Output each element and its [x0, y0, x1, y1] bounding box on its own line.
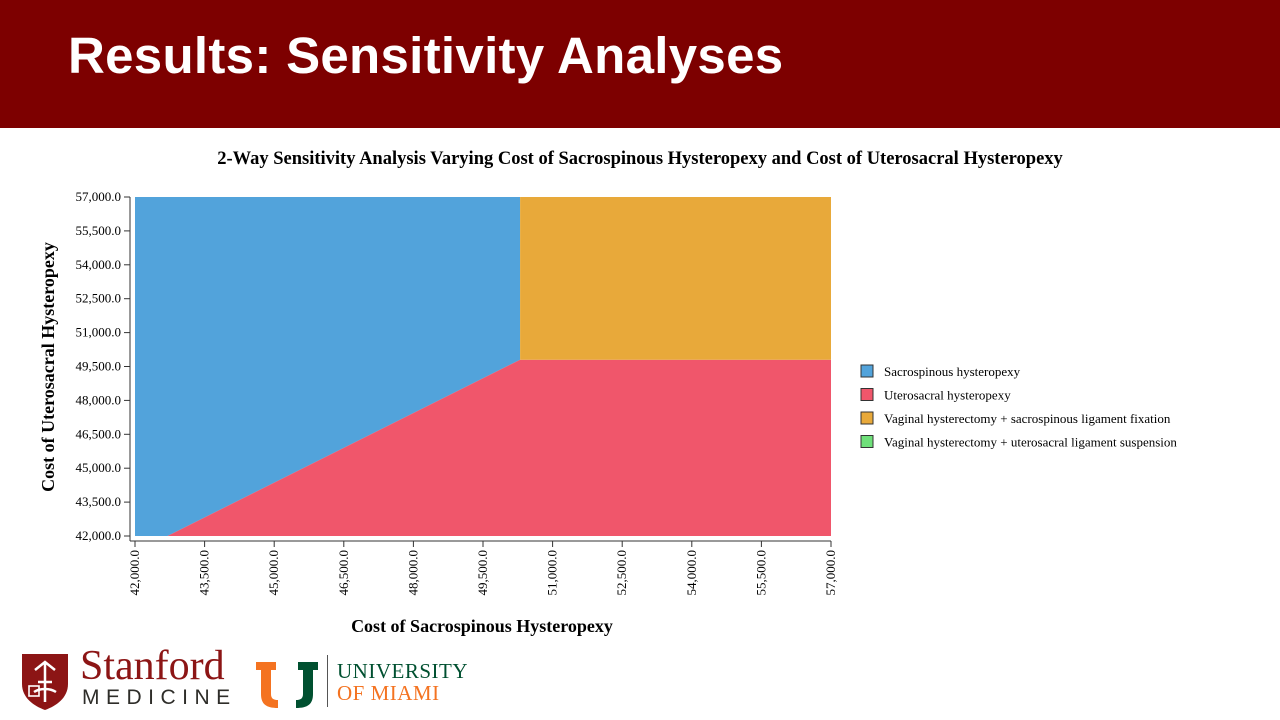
y-tick-label: 51,000.0 — [76, 325, 122, 340]
y-tick-label: 54,000.0 — [76, 257, 122, 272]
legend-label: Sacrospinous hysteropexy — [884, 364, 1021, 379]
y-tick-label: 43,500.0 — [76, 494, 122, 509]
miami-divider — [327, 655, 328, 707]
legend-swatch — [860, 411, 874, 425]
y-tick-label: 55,500.0 — [76, 223, 122, 238]
slide-title: Results: Sensitivity Analyses — [68, 27, 784, 84]
sensitivity-chart: 2-Way Sensitivity Analysis Varying Cost … — [38, 149, 1177, 636]
x-axis-label: Cost of Sacrospinous Hysteropexy — [351, 616, 613, 636]
axes: 42,000.0 43,500.0 45,000.0 46,500.0 48,000.0… — [76, 189, 839, 596]
y-tick-label: 45,000.0 — [76, 460, 122, 475]
y-tick-label: 57,000.0 — [76, 189, 122, 204]
logo-strip — [0, 640, 600, 720]
x-tick-label: 42,000.0 — [127, 550, 142, 596]
legend-label: Vaginal hysterectomy + sacrospinous liga… — [884, 411, 1171, 426]
chart-title: 2-Way Sensitivity Analysis Varying Cost … — [217, 149, 1063, 169]
y-tick-label: 46,500.0 — [76, 426, 122, 441]
region-3 — [520, 197, 831, 360]
legend-swatch — [860, 435, 874, 448]
x-tick-label: 55,500.0 — [753, 550, 768, 596]
legend-swatch — [860, 388, 874, 401]
legend: Sacrospinous hysteropexy Uterosacral hyst… — [860, 364, 1177, 450]
x-tick-label: 54,000.0 — [684, 550, 699, 596]
stanford-wordmark: Stanford — [80, 643, 225, 689]
y-tick-label: 49,500.0 — [76, 359, 122, 374]
legend-label: Uterosacral hysteropexy — [884, 388, 1011, 403]
x-tick-label: 48,000.0 — [405, 550, 420, 596]
x-tick-label: 43,500.0 — [197, 550, 212, 596]
plot-regions — [135, 197, 831, 536]
y-tick-label: 42,000.0 — [76, 528, 122, 543]
y-tick-label: 48,000.0 — [76, 392, 122, 407]
y-tick-label: 52,500.0 — [76, 291, 122, 306]
miami-u-logo — [256, 662, 318, 708]
x-tick-label: 46,500.0 — [336, 550, 351, 596]
legend-label: Vaginal hysterectomy + uterosacral ligam… — [884, 435, 1177, 450]
miami-university-text: UNIVERSITY — [337, 659, 468, 683]
legend-swatch — [860, 364, 874, 378]
x-tick-label: 51,000.0 — [545, 550, 560, 596]
title-bar: Results: Sensitivity Analyses — [0, 0, 1280, 128]
miami-of-miami-text: OF MIAMI — [337, 681, 440, 705]
x-tick-label: 57,000.0 — [823, 550, 838, 596]
stanford-medicine-text: MEDICINE — [82, 686, 237, 709]
region-1 — [135, 197, 521, 536]
y-axis-label: Cost of Uterosacral Hysteropexy — [38, 242, 58, 492]
x-tick-label: 52,500.0 — [614, 550, 629, 596]
x-tick-label: 49,500.0 — [475, 550, 490, 596]
x-tick-label: 45,000.0 — [266, 550, 281, 596]
region-2 — [167, 359, 831, 536]
stanford-shield-logo — [22, 654, 68, 710]
